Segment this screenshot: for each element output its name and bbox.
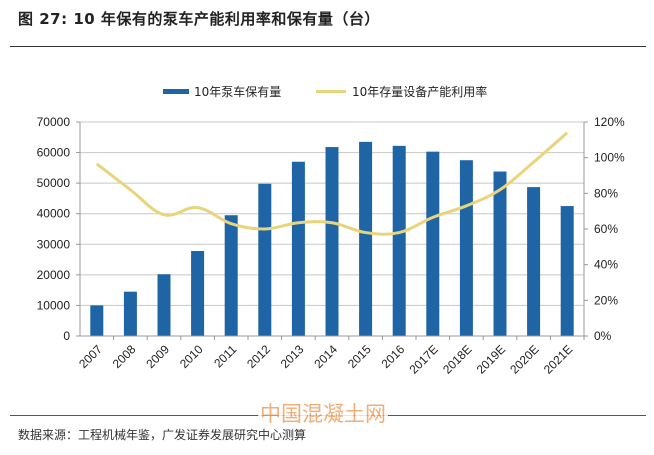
right-tick-label: 20% bbox=[594, 293, 618, 307]
legend-label-line: 10年存量设备产能利用率 bbox=[352, 84, 487, 99]
bar bbox=[157, 274, 171, 336]
bar bbox=[459, 160, 473, 336]
bars bbox=[90, 141, 574, 336]
left-tick-label: 30000 bbox=[37, 237, 71, 251]
left-tick-label: 10000 bbox=[37, 298, 71, 312]
bar bbox=[560, 206, 574, 336]
right-tick-label: 80% bbox=[594, 186, 618, 200]
bar bbox=[191, 251, 205, 336]
x-tick-label: 2016 bbox=[379, 342, 408, 371]
x-tick-label: 2008 bbox=[110, 342, 139, 371]
bar bbox=[493, 171, 507, 336]
x-tick-label: 2012 bbox=[244, 342, 273, 371]
right-tick-label: 120% bbox=[594, 115, 625, 129]
bar bbox=[392, 145, 406, 336]
right-tick-label: 60% bbox=[594, 222, 618, 236]
legend: 10年泵车保有量 10年存量设备产能利用率 bbox=[163, 84, 487, 99]
right-tick-label: 100% bbox=[594, 151, 625, 165]
figure-title: 图 27: 10 年保有的泵车产能利用率和保有量（台） bbox=[18, 10, 380, 28]
x-tick-label: 2010 bbox=[177, 342, 206, 371]
bar bbox=[426, 151, 440, 336]
x-tick-label: 2019E bbox=[474, 342, 508, 376]
x-tick-label: 2007 bbox=[76, 342, 105, 371]
x-tick-label: 2015 bbox=[345, 342, 374, 371]
x-tick-label: 2009 bbox=[143, 342, 172, 371]
x-tick-label: 2011 bbox=[211, 342, 239, 370]
bar bbox=[224, 215, 238, 336]
right-tick-label: 0% bbox=[594, 329, 612, 343]
bar bbox=[90, 305, 104, 336]
x-tick-label: 2018E bbox=[440, 342, 474, 376]
utilization-line bbox=[95, 131, 569, 236]
right-tick-label: 40% bbox=[594, 258, 618, 272]
bar bbox=[123, 291, 137, 336]
left-tick-label: 60000 bbox=[37, 146, 71, 160]
bar bbox=[527, 187, 541, 336]
x-tick-label: 2020E bbox=[507, 342, 541, 376]
x-tick-label: 2021E bbox=[541, 342, 575, 376]
bar bbox=[258, 183, 272, 336]
legend-swatch-bar bbox=[163, 89, 189, 94]
watermark: 中国混凝土网 bbox=[258, 398, 388, 428]
top-rule bbox=[10, 46, 646, 47]
left-tick-label: 70000 bbox=[37, 115, 71, 129]
left-tick-label: 40000 bbox=[37, 207, 71, 221]
bar bbox=[325, 147, 339, 336]
left-tick-label: 0 bbox=[63, 329, 70, 343]
x-tick-label: 2013 bbox=[278, 342, 307, 371]
left-tick-label: 20000 bbox=[37, 268, 71, 282]
left-tick-label: 50000 bbox=[37, 176, 71, 190]
source-note: 数据来源：工程机械年鉴，广发证券发展研究中心测算 bbox=[18, 428, 307, 442]
bar bbox=[291, 161, 305, 336]
legend-label-bar: 10年泵车保有量 bbox=[194, 84, 281, 99]
x-tick-label: 2014 bbox=[311, 342, 340, 371]
bar bbox=[359, 141, 373, 336]
x-tick-label: 2017E bbox=[406, 342, 440, 376]
